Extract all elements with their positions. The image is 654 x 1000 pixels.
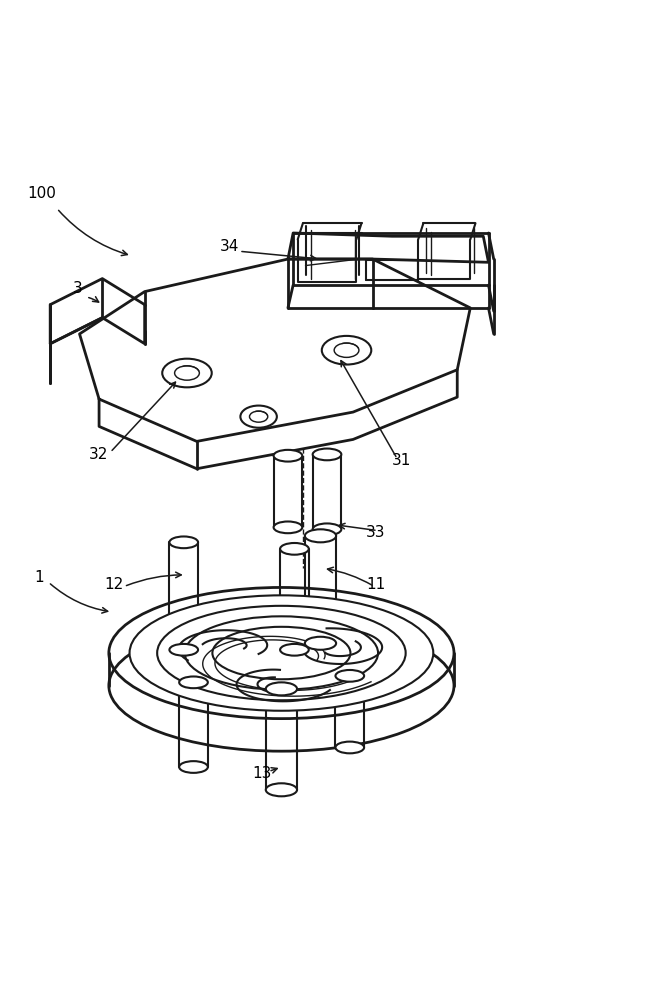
Ellipse shape	[305, 637, 336, 650]
Ellipse shape	[336, 670, 364, 682]
Ellipse shape	[266, 783, 297, 796]
Ellipse shape	[280, 543, 309, 555]
Text: 34: 34	[220, 239, 239, 254]
Ellipse shape	[179, 761, 208, 773]
Ellipse shape	[266, 682, 297, 695]
Text: 100: 100	[27, 186, 56, 201]
Ellipse shape	[305, 529, 336, 542]
Text: 32: 32	[90, 447, 109, 462]
Ellipse shape	[313, 449, 341, 460]
Ellipse shape	[179, 676, 208, 688]
Ellipse shape	[280, 644, 309, 656]
Ellipse shape	[273, 450, 302, 462]
Ellipse shape	[336, 742, 364, 753]
Text: 33: 33	[366, 525, 386, 540]
Text: 11: 11	[366, 577, 385, 592]
Ellipse shape	[129, 595, 434, 711]
Text: 12: 12	[104, 577, 124, 592]
Ellipse shape	[273, 521, 302, 533]
Ellipse shape	[313, 523, 341, 535]
Ellipse shape	[169, 644, 198, 656]
Text: 1: 1	[34, 570, 44, 585]
Text: 3: 3	[73, 281, 83, 296]
Text: 13: 13	[252, 766, 271, 781]
Text: 31: 31	[392, 453, 411, 468]
Ellipse shape	[169, 536, 198, 548]
